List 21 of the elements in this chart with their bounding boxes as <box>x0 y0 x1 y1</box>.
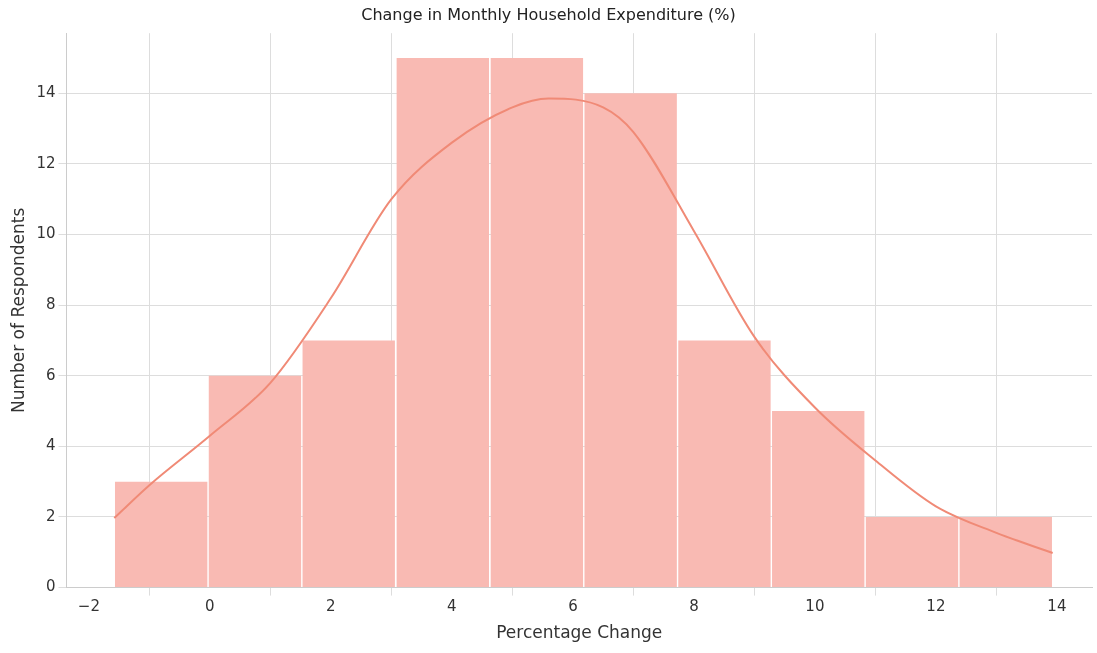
x-tick-label: 2 <box>326 597 336 616</box>
y-tick-label: 6 <box>45 365 56 384</box>
x-tick-label: 4 <box>447 597 457 616</box>
y-tick-label: 12 <box>36 153 56 172</box>
chart-title: Change in Monthly Household Expenditure (%) <box>361 4 736 24</box>
x-tick-label: 0 <box>205 597 215 616</box>
x-tick-label: 6 <box>568 597 578 616</box>
y-tick-label: 10 <box>36 224 56 243</box>
x-tick-label: 12 <box>926 597 946 616</box>
x-axis-title: Percentage Change <box>496 622 663 643</box>
x-tick-label: −2 <box>77 597 100 616</box>
y-tick-label: 8 <box>45 294 56 313</box>
y-tick-label: 14 <box>36 83 56 102</box>
x-tick-label: 10 <box>805 597 825 616</box>
x-tick-label: 14 <box>1047 597 1067 616</box>
y-tick-label: 0 <box>45 577 56 596</box>
y-tick-label: 2 <box>45 506 56 525</box>
x-tick-label: 8 <box>689 597 699 616</box>
line-series <box>113 97 1054 554</box>
y-axis-title: Number of Respondents <box>7 207 28 414</box>
y-tick-label: 4 <box>45 436 56 455</box>
